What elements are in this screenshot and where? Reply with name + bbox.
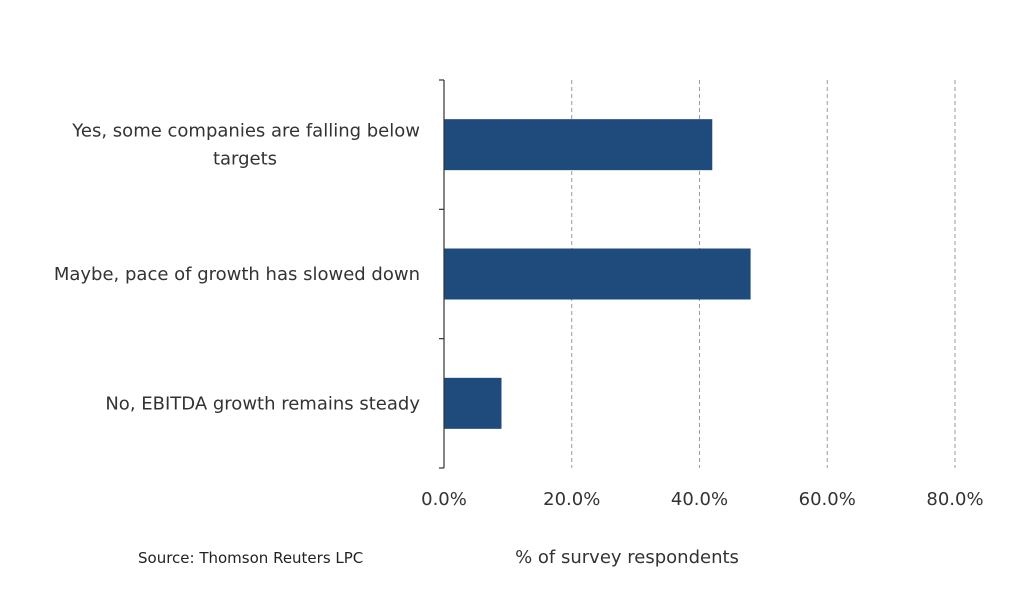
x-tick-label: 80.0% bbox=[926, 489, 983, 510]
x-tick-label: 0.0% bbox=[421, 489, 467, 510]
axes bbox=[439, 79, 445, 469]
x-axis-title: % of survey respondents bbox=[515, 547, 739, 568]
category-label: Yes, some companies are falling below tar… bbox=[71, 121, 420, 170]
bar bbox=[444, 119, 713, 171]
category-label: No, EBITDA growth remains steady bbox=[105, 393, 420, 414]
x-tick-label: 20.0% bbox=[543, 489, 600, 510]
x-tick-label: 40.0% bbox=[671, 489, 728, 510]
category-label: Maybe, pace of growth has slowed down bbox=[54, 264, 420, 285]
bar bbox=[444, 248, 751, 300]
source-note: Source: Thomson Reuters LPC bbox=[138, 549, 364, 567]
x-tick-label: 60.0% bbox=[799, 489, 856, 510]
bar bbox=[444, 377, 502, 429]
bars bbox=[444, 119, 751, 429]
labels: 0.0% 20.0% 40.0% 60.0% 80.0% Yes, some compan… bbox=[54, 121, 984, 568]
